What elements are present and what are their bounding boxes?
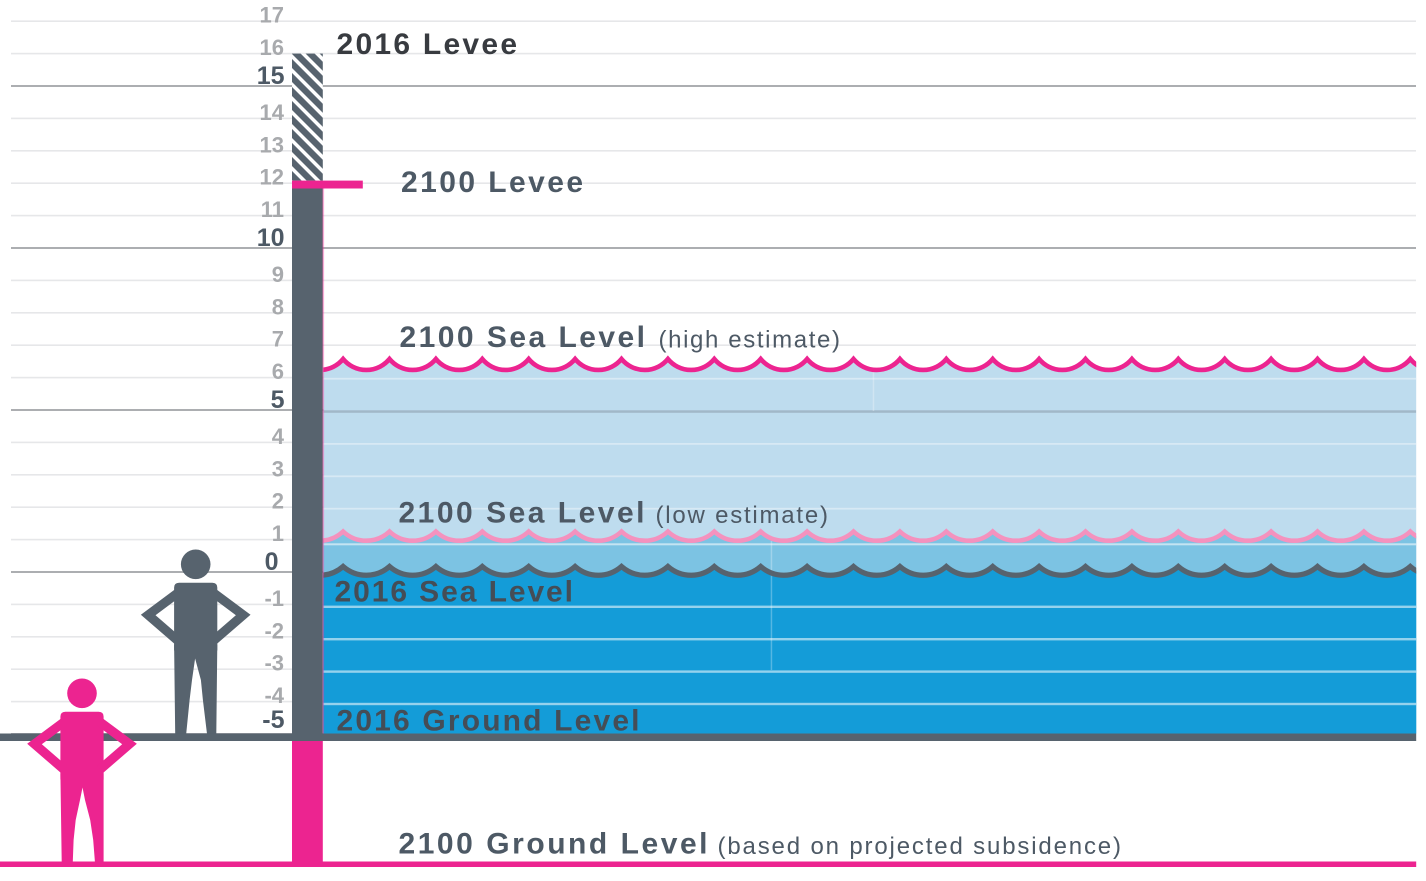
svg-text:2: 2 (272, 489, 284, 514)
svg-text:-4: -4 (264, 683, 284, 708)
svg-text:15: 15 (257, 62, 285, 90)
svg-text:16: 16 (260, 35, 284, 60)
svg-text:-1: -1 (264, 586, 284, 611)
svg-text:7: 7 (272, 327, 284, 352)
svg-text:12: 12 (260, 165, 284, 190)
svg-text:4: 4 (272, 424, 285, 449)
svg-text:2016 Sea Level: 2016 Sea Level (335, 576, 574, 609)
svg-text:6: 6 (272, 359, 284, 384)
svg-text:10: 10 (257, 224, 285, 252)
svg-text:1: 1 (272, 521, 284, 546)
svg-text:(high estimate): (high estimate) (659, 327, 841, 354)
svg-text:9: 9 (272, 262, 284, 287)
svg-text:-2: -2 (264, 618, 284, 643)
svg-text:2016 Ground Level: 2016 Ground Level (337, 704, 640, 737)
svg-text:2100 Sea Level: 2100 Sea Level (400, 321, 646, 354)
svg-text:2016 Levee: 2016 Levee (337, 28, 518, 61)
svg-text:14: 14 (260, 100, 285, 125)
svg-text:(based on projected subsidence: (based on projected subsidence) (718, 833, 1122, 860)
svg-text:0: 0 (265, 548, 279, 576)
svg-text:-3: -3 (264, 651, 284, 676)
svg-text:17: 17 (260, 3, 284, 28)
svg-text:2100 Ground Level: 2100 Ground Level (399, 827, 708, 860)
svg-text:2100 Levee: 2100 Levee (401, 166, 583, 199)
svg-text:(low estimate): (low estimate) (656, 502, 829, 529)
svg-text:5: 5 (271, 386, 285, 414)
svg-text:2100 Sea Level: 2100 Sea Level (399, 497, 645, 530)
svg-text:3: 3 (272, 456, 284, 481)
svg-text:11: 11 (261, 197, 284, 222)
svg-text:-5: -5 (262, 706, 284, 734)
svg-text:8: 8 (272, 294, 284, 319)
svg-text:13: 13 (260, 132, 284, 157)
